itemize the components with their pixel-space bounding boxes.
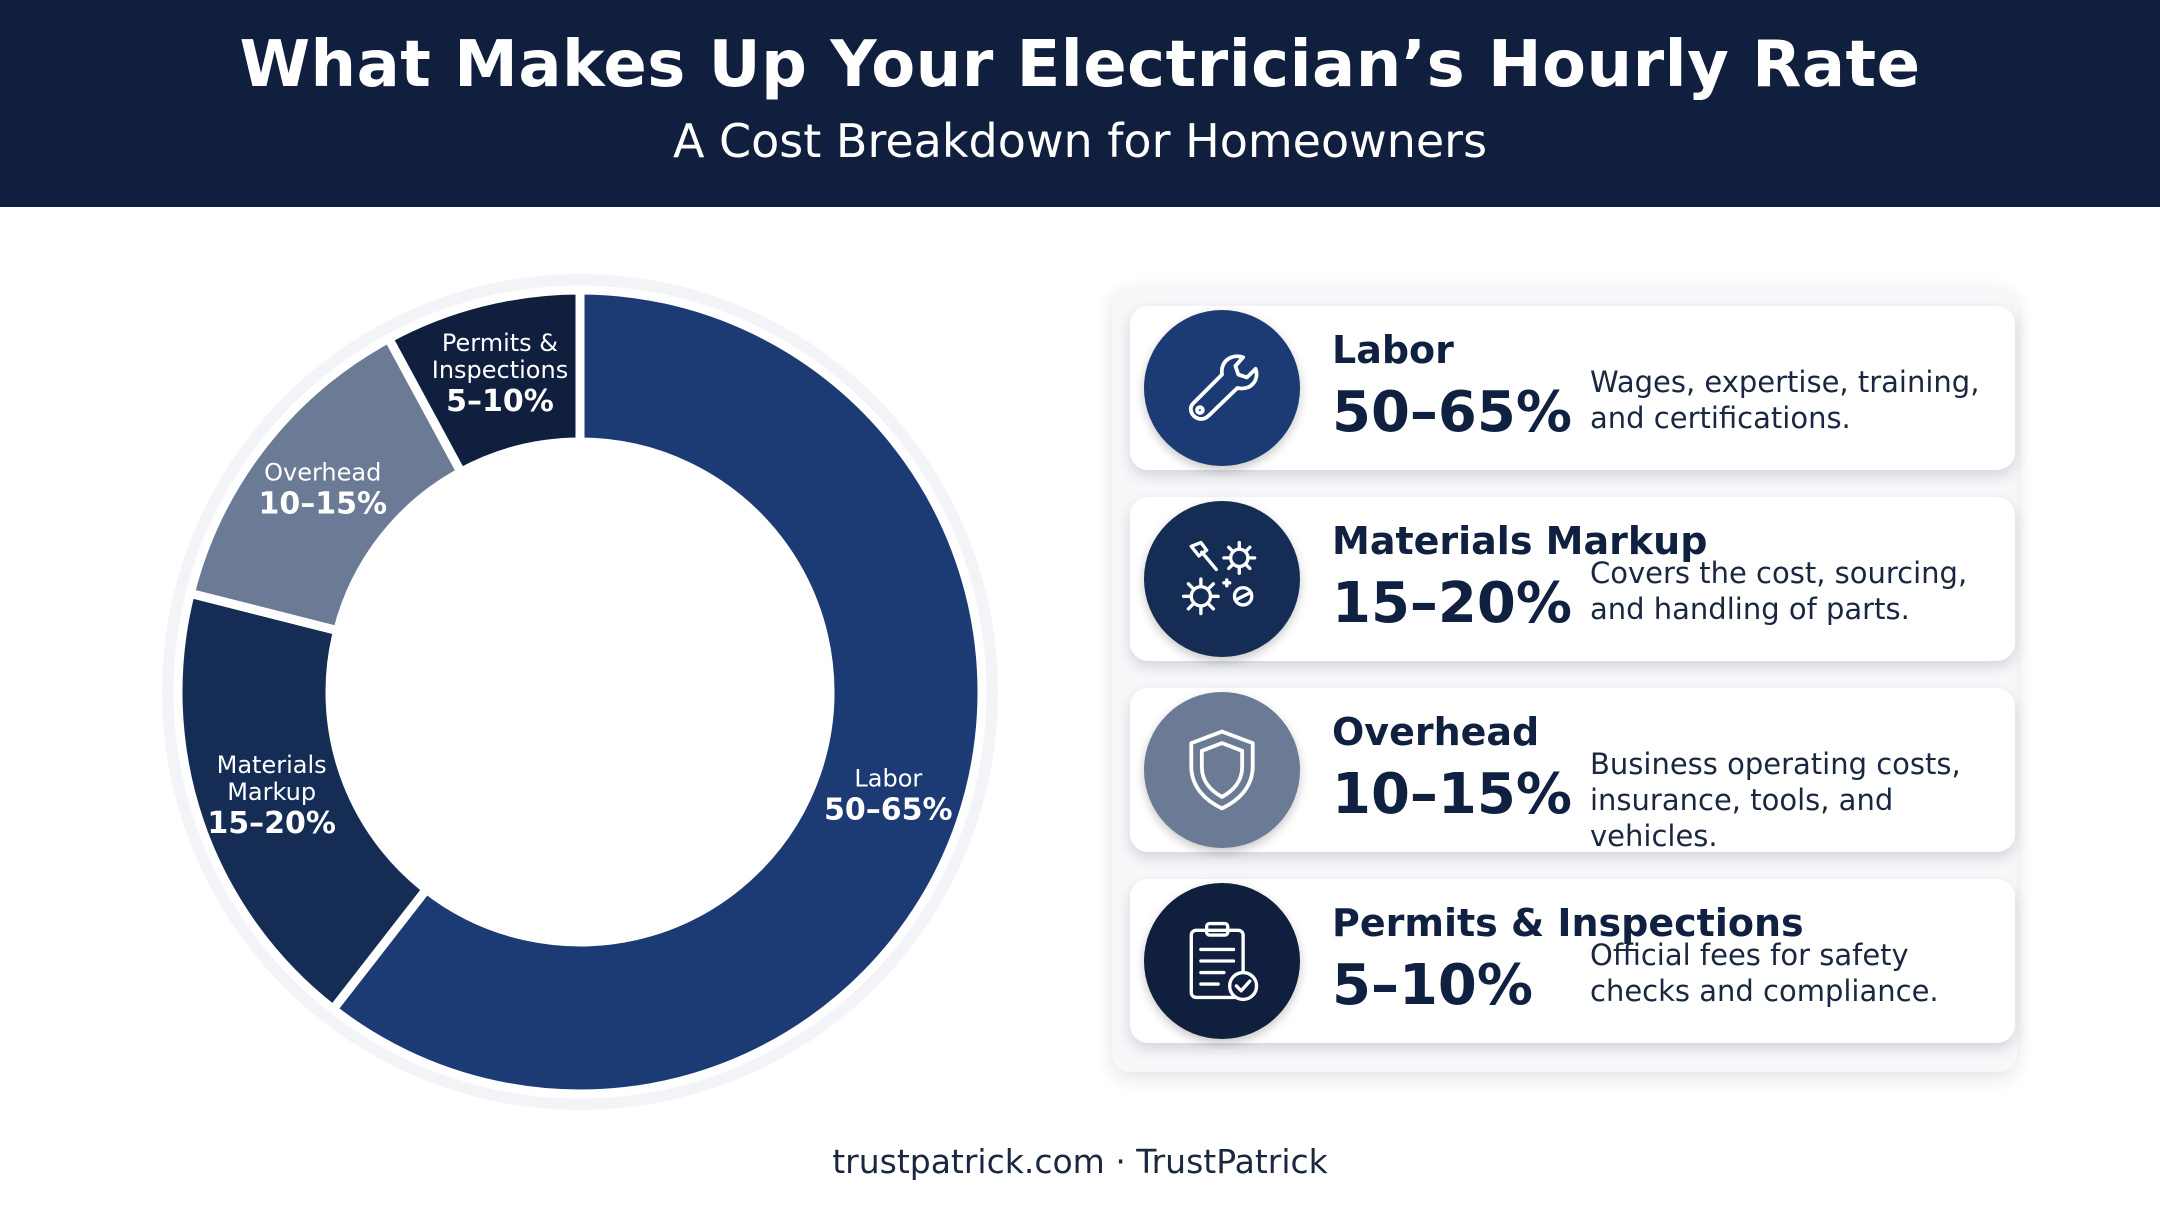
slice-label: Inspections [432, 356, 568, 384]
clipboard-check-icon [1189, 921, 1259, 1002]
tools-gears-icon [1181, 540, 1257, 616]
card-icon-circle [1144, 883, 1300, 1039]
slice-label: Permits & [442, 329, 558, 357]
page-title: What Makes Up Your Electrician’s Hourly … [239, 28, 1921, 102]
card-percentage: 50–65% [1332, 380, 1572, 445]
donut-slice-labor [326, 285, 987, 1099]
donut-chart: Labor 50–65% Materials Markup 15–20% Overhead… [150, 262, 1010, 1122]
slice-value-label: 15–20% [207, 806, 336, 841]
page-subtitle: A Cost Breakdown for Homeowners [672, 114, 1488, 168]
card-icon-circle [1144, 310, 1300, 466]
footer-credit: trustpatrick.com · TrustPatrick [832, 1142, 1328, 1181]
slice-value-label: 50–65% [824, 792, 953, 827]
card-labor: Labor 50–65% Wages, expertise, training,… [1130, 306, 2015, 470]
card-title: Overhead [1332, 710, 1540, 754]
wrench-icon [1188, 354, 1259, 421]
card-description: Official fees for safety checks and comp… [1590, 938, 1939, 1008]
card-description: Wages, expertise, training, and certific… [1590, 365, 1980, 435]
card-percentage: 10–15% [1332, 762, 1572, 827]
slice-label: Materials [217, 751, 327, 779]
slice-label: Labor [854, 764, 922, 792]
slice-value-label: 5–10% [446, 384, 554, 419]
shield-icon [1189, 729, 1255, 811]
slice-value-label: 10–15% [258, 486, 387, 521]
card-materials-markup: Materials Markup 15–20% Covers the cost,… [1130, 497, 2015, 661]
card-icon-circle [1144, 692, 1300, 848]
donut-hole [334, 446, 826, 938]
donut-slice-permits-inspections [382, 285, 585, 479]
slice-label: Overhead [264, 458, 381, 486]
donut-slice-materials-markup [173, 587, 433, 1016]
card-title: Permits & Inspections [1332, 901, 1804, 945]
card-title: Materials Markup [1332, 519, 1708, 563]
card-percentage: 15–20% [1332, 571, 1572, 636]
card-overhead: Overhead 10–15% Business operating costs… [1130, 688, 2015, 853]
card-icon-circle [1144, 501, 1300, 657]
card-permits-inspections: Permits & Inspections 5–10% Official fee… [1130, 879, 2015, 1043]
card-description: Business operating costs, insurance, too… [1590, 747, 1961, 853]
card-percentage: 5–10% [1332, 953, 1534, 1018]
card-description: Covers the cost, sourcing, and handling … [1590, 556, 1968, 626]
card-title: Labor [1332, 328, 1454, 372]
header-banner: What Makes Up Your Electrician’s Hourly … [0, 0, 2160, 207]
slice-label: Markup [227, 778, 316, 806]
